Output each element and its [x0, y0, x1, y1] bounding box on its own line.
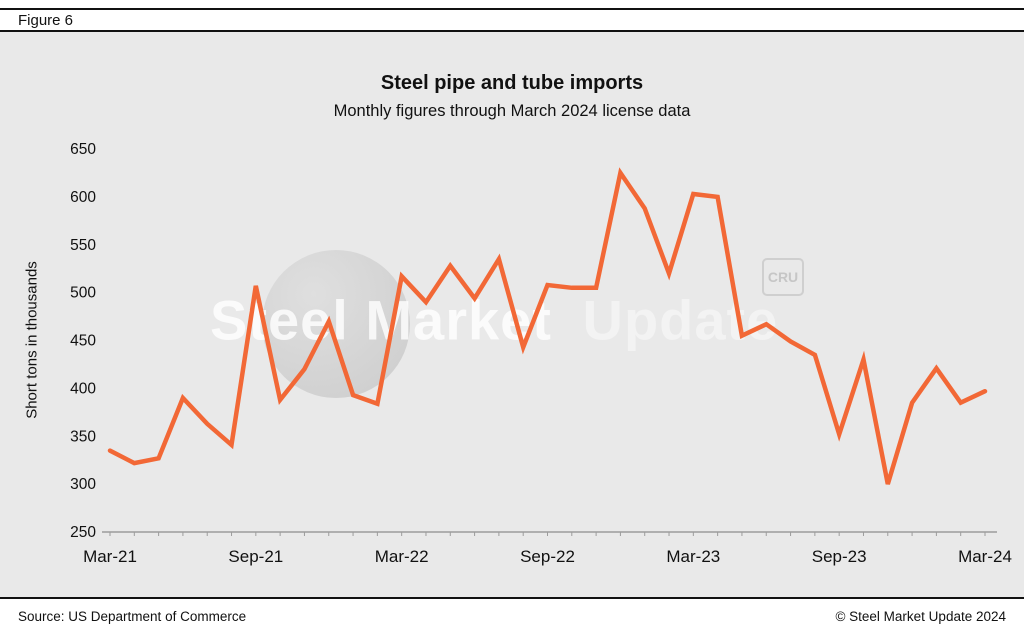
y-tick-label: 450 — [70, 333, 96, 350]
source-note: Source: US Department of Commerce — [18, 608, 247, 624]
data-line — [107, 167, 988, 485]
chart-panel: Steel pipe and tube imports Monthly figu… — [0, 32, 1024, 597]
x-tick-label: Mar-24 — [958, 547, 1012, 566]
cru-logo: CRU — [762, 258, 804, 296]
y-tick-label: 250 — [70, 524, 96, 541]
y-tick-label: 350 — [70, 428, 96, 445]
figure-header: Figure 6 — [0, 8, 1024, 32]
line-chart: Mar-21 Sep-21 Mar-22 Sep-22 Mar-23 Sep-23 Mar-… — [70, 141, 1012, 566]
watermark-text-secondary: Update — [582, 288, 779, 352]
y-tick-label: 550 — [70, 237, 96, 254]
chart-subtitle: Monthly figures through March 2024 licen… — [333, 102, 691, 120]
y-axis-title: Short tons in thousands — [23, 261, 41, 419]
y-tick-label: 300 — [70, 476, 96, 493]
figure-label: Figure 6 — [18, 11, 74, 29]
x-tick-label: Sep-21 — [228, 547, 283, 566]
y-tick-label: 600 — [70, 189, 96, 206]
copyright-note: © Steel Market Update 2024 — [835, 608, 1006, 624]
x-tick-label: Mar-23 — [666, 547, 720, 566]
x-tick-label: Mar-21 — [83, 547, 137, 566]
y-tick-label: 500 — [70, 285, 96, 302]
chart-title: Steel pipe and tube imports — [380, 72, 644, 94]
y-tick-label: 400 — [70, 380, 96, 397]
y-tick-label: 650 — [70, 141, 96, 158]
x-tick-label: Mar-22 — [375, 547, 429, 566]
figure-footer: Source: US Department of Commerce © Stee… — [0, 597, 1024, 633]
x-tick-label: Sep-22 — [520, 547, 575, 566]
x-tick-label: Sep-23 — [812, 547, 867, 566]
